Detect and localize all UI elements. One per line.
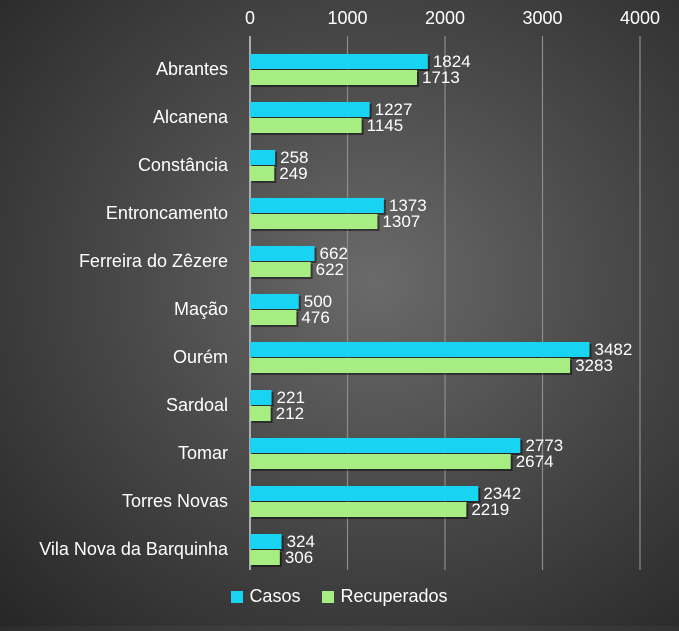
- legend-label-casos: Casos: [249, 586, 301, 606]
- legend-item-recuperados: Recuperados: [322, 586, 448, 607]
- data-label: 3283: [575, 356, 613, 375]
- bar-recuperados: [250, 214, 378, 229]
- data-label: 258: [280, 148, 308, 167]
- category-label: Tomar: [178, 443, 228, 463]
- data-label: 3482: [594, 340, 632, 359]
- data-label: 1145: [367, 116, 404, 135]
- bar-casos: [250, 534, 282, 549]
- bar-casos: [250, 438, 521, 453]
- category-label: Ferreira do Zêzere: [79, 251, 228, 271]
- bar-recuperados: [250, 358, 571, 373]
- bar-casos: [250, 150, 276, 165]
- bar-recuperados: [250, 550, 280, 565]
- data-label: 500: [304, 292, 332, 311]
- legend-item-casos: Casos: [231, 586, 300, 607]
- legend-label-recuperados: Recuperados: [340, 586, 448, 606]
- x-tick-label: 0: [245, 8, 255, 28]
- data-label: 221: [277, 388, 305, 407]
- category-label: Vila Nova da Barquinha: [39, 539, 229, 559]
- data-label: 2219: [471, 500, 509, 519]
- category-label: Constância: [138, 155, 229, 175]
- x-tick-label: 3000: [522, 8, 562, 28]
- bar-recuperados: [250, 118, 362, 133]
- x-tick-label: 4000: [620, 8, 660, 28]
- data-label: 1307: [382, 212, 420, 231]
- bar-casos: [250, 246, 315, 261]
- bar-casos: [250, 198, 384, 213]
- legend-swatch-casos: [231, 590, 244, 603]
- bar-recuperados: [250, 166, 275, 181]
- data-label: 1373: [389, 196, 427, 215]
- bar-recuperados: [250, 262, 311, 277]
- data-label: 622: [316, 260, 344, 279]
- bar-casos: [250, 390, 272, 405]
- category-label: Alcanena: [153, 107, 229, 127]
- data-label: 2674: [516, 452, 554, 471]
- bar-casos: [250, 102, 370, 117]
- category-label: Entroncamento: [106, 203, 228, 223]
- data-label: 324: [287, 532, 315, 551]
- bar-casos: [250, 486, 479, 501]
- data-label: 1713: [422, 68, 460, 87]
- data-label: 249: [279, 164, 307, 183]
- category-label: Abrantes: [156, 59, 228, 79]
- bar-recuperados: [250, 454, 511, 469]
- category-label: Mação: [174, 299, 228, 319]
- bar-recuperados: [250, 406, 271, 421]
- legend-swatch-recuperados: [322, 590, 335, 603]
- category-label: Sardoal: [166, 395, 228, 415]
- bar-casos: [250, 294, 299, 309]
- data-label: 662: [320, 244, 348, 263]
- x-tick-label: 2000: [425, 8, 465, 28]
- legend: Casos Recuperados: [0, 586, 679, 607]
- bar-recuperados: [250, 310, 297, 325]
- data-label: 2342: [483, 484, 521, 503]
- data-label: 1227: [375, 100, 413, 119]
- category-label: Torres Novas: [122, 491, 228, 511]
- data-label: 476: [301, 308, 329, 327]
- data-label: 212: [276, 404, 304, 423]
- data-label: 1824: [433, 52, 471, 71]
- bar-recuperados: [250, 502, 467, 517]
- data-label: 306: [285, 548, 313, 567]
- bar-casos: [250, 54, 428, 69]
- x-tick-label: 1000: [327, 8, 367, 28]
- bar-casos: [250, 342, 590, 357]
- data-label: 2773: [525, 436, 563, 455]
- category-label: Ourém: [173, 347, 228, 367]
- bar-recuperados: [250, 70, 418, 85]
